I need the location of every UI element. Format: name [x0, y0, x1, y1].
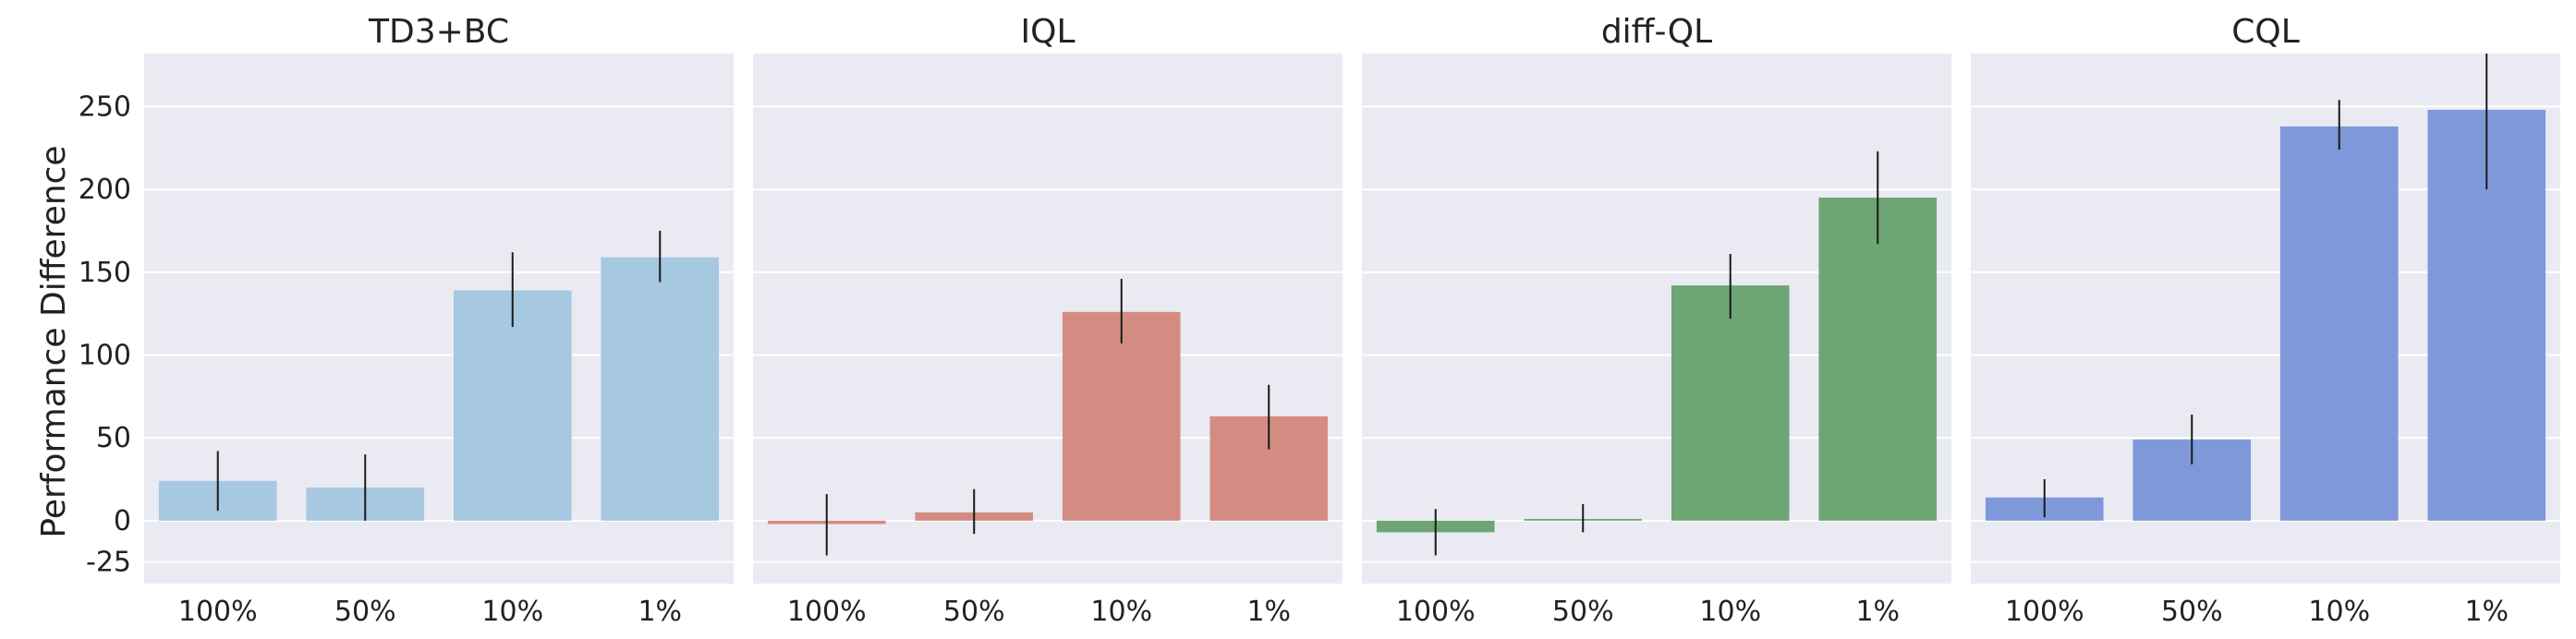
bar	[1671, 285, 1790, 521]
panel-iql: IQL 100% 50% 10% 1%	[753, 13, 1343, 628]
x-tick-label: 10%	[481, 596, 543, 628]
x-tick-label: 1%	[1246, 596, 1291, 628]
x-tick-label: 100%	[178, 596, 258, 628]
x-tick-label: 10%	[1699, 596, 1761, 628]
panel-diff-ql: diff-QL 100% 50% 10% 1%	[1362, 13, 1951, 628]
y-tick-label: 250	[79, 90, 131, 123]
y-tick-label: 150	[79, 257, 131, 289]
panel-cql: CQL 100% 50% 10% 1%	[1971, 13, 2560, 628]
bar	[2279, 126, 2399, 521]
x-tick-label: 100%	[787, 596, 867, 628]
x-tick-label: 50%	[2161, 596, 2223, 628]
bar	[1818, 198, 1938, 521]
x-tick-label: 1%	[1855, 596, 1900, 628]
x-tick-label: 10%	[2308, 596, 2370, 628]
y-tick-label: 50	[96, 422, 131, 454]
x-tick-label: 100%	[1396, 596, 1476, 628]
y-tick-label: -25	[86, 547, 131, 579]
x-tick-label: 50%	[943, 596, 1005, 628]
panel-title: CQL	[2231, 13, 2300, 51]
x-tick-label: 1%	[2464, 596, 2509, 628]
y-tick-label: 200	[79, 174, 131, 206]
x-tick-label: 50%	[1552, 596, 1614, 628]
panel-title: diff-QL	[1601, 13, 1712, 51]
bar	[1062, 311, 1181, 521]
panel-title: TD3+BC	[368, 13, 509, 51]
x-tick-label: 100%	[2005, 596, 2084, 628]
y-tick-label: 0	[114, 505, 131, 537]
panel-title: IQL	[1020, 13, 1075, 51]
panels: -25 0 50 100 150 200 250 TD3+BC 100% 50% 10% 1% IQL 1…	[79, 13, 2560, 628]
bar	[453, 290, 572, 521]
x-tick-label: 50%	[334, 596, 396, 628]
y-tick-label: 100	[79, 339, 131, 371]
x-tick-label: 10%	[1090, 596, 1152, 628]
panel-td3-bc: TD3+BC 100% 50% 10% 1%	[144, 13, 734, 628]
x-tick-label: 1%	[638, 596, 682, 628]
y-axis-label: Performance Difference	[35, 145, 73, 537]
bar	[601, 257, 720, 521]
